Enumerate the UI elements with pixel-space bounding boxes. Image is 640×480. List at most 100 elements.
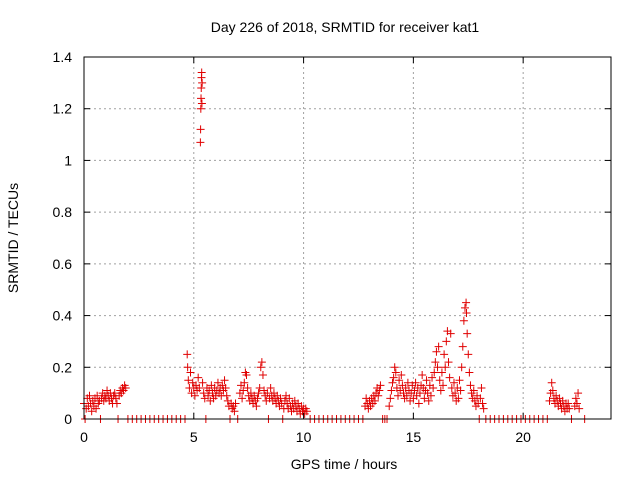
x-tick-label: 10 bbox=[296, 429, 312, 445]
data-point bbox=[547, 378, 556, 387]
data-point bbox=[183, 350, 192, 359]
data-point bbox=[222, 391, 231, 400]
data-point bbox=[465, 368, 474, 377]
y-tick-label: 0.2 bbox=[53, 359, 73, 375]
data-point bbox=[571, 394, 580, 403]
data-point bbox=[411, 378, 420, 387]
data-point bbox=[254, 389, 263, 398]
y-tick-labels: 0 0.2 0.4 0.6 0.8 1 1.2 1.4 bbox=[53, 49, 73, 427]
data-point bbox=[194, 373, 203, 382]
data-point bbox=[198, 378, 207, 387]
data-point bbox=[397, 371, 406, 380]
data-point bbox=[575, 404, 584, 413]
data-point bbox=[479, 404, 488, 413]
data-point bbox=[285, 394, 294, 403]
data-point bbox=[564, 399, 573, 408]
y-tick-label: 0.6 bbox=[53, 256, 73, 272]
data-point bbox=[242, 371, 251, 380]
gridlines bbox=[84, 57, 611, 419]
data-point bbox=[390, 363, 399, 372]
data-point bbox=[121, 383, 130, 392]
data-point bbox=[257, 358, 266, 367]
data-point bbox=[253, 394, 262, 403]
data-point bbox=[256, 363, 265, 372]
data-point bbox=[196, 125, 205, 134]
data-point bbox=[240, 378, 249, 387]
data-point bbox=[432, 347, 441, 356]
data-point bbox=[183, 363, 192, 372]
data-point bbox=[258, 371, 267, 380]
data-point bbox=[415, 389, 424, 398]
data-point bbox=[441, 363, 450, 372]
data-point bbox=[198, 78, 207, 87]
data-point bbox=[431, 358, 440, 367]
data-point bbox=[197, 94, 206, 103]
data-point bbox=[388, 378, 397, 387]
data-point bbox=[186, 368, 195, 377]
data-point bbox=[221, 383, 230, 392]
data-point bbox=[449, 378, 458, 387]
data-point bbox=[391, 368, 400, 377]
data-point bbox=[85, 391, 94, 400]
data-point bbox=[87, 407, 96, 416]
y-tick-label: 0.4 bbox=[53, 308, 73, 324]
data-point bbox=[243, 383, 252, 392]
data-point bbox=[385, 402, 394, 411]
data-point bbox=[457, 363, 466, 372]
data-point bbox=[442, 337, 451, 346]
x-tick-label: 15 bbox=[406, 429, 422, 445]
data-point bbox=[204, 391, 213, 400]
data-point bbox=[437, 368, 446, 377]
data-point bbox=[435, 376, 444, 385]
data-point bbox=[469, 386, 478, 395]
data-point bbox=[276, 394, 285, 403]
data-points bbox=[80, 68, 589, 423]
data-point bbox=[446, 329, 455, 338]
data-point bbox=[184, 376, 193, 385]
data-point bbox=[463, 329, 472, 338]
data-point bbox=[239, 386, 248, 395]
data-point bbox=[197, 84, 206, 93]
data-point bbox=[375, 386, 384, 395]
data-point bbox=[464, 350, 473, 359]
data-point bbox=[386, 394, 395, 403]
data-point bbox=[387, 386, 396, 395]
data-point bbox=[231, 399, 240, 408]
data-point bbox=[190, 391, 199, 400]
data-point bbox=[455, 376, 464, 385]
data-point bbox=[444, 358, 453, 367]
plot-frame bbox=[83, 56, 612, 420]
y-axis-title: SRMTID / TECUs bbox=[5, 183, 21, 293]
data-point bbox=[545, 396, 554, 405]
data-point bbox=[414, 399, 423, 408]
x-tick-label: 0 bbox=[80, 429, 88, 445]
data-point bbox=[466, 381, 475, 390]
data-point bbox=[433, 363, 442, 372]
data-point bbox=[462, 298, 471, 307]
data-point bbox=[93, 391, 102, 400]
data-point bbox=[389, 373, 398, 382]
data-point bbox=[92, 404, 101, 413]
data-point bbox=[196, 104, 205, 113]
data-point bbox=[454, 394, 463, 403]
data-point bbox=[197, 68, 206, 77]
data-point bbox=[478, 399, 487, 408]
data-point bbox=[230, 407, 239, 416]
data-point bbox=[196, 138, 205, 147]
data-point bbox=[238, 394, 247, 403]
data-point bbox=[426, 391, 435, 400]
data-point bbox=[459, 316, 468, 325]
data-point bbox=[422, 376, 431, 385]
y-tick-label: 1.2 bbox=[53, 101, 73, 117]
data-point bbox=[195, 383, 204, 392]
data-point bbox=[565, 404, 574, 413]
data-point bbox=[255, 383, 264, 392]
data-point bbox=[112, 399, 121, 408]
data-point bbox=[213, 378, 222, 387]
data-point bbox=[439, 381, 448, 390]
data-point bbox=[418, 371, 427, 380]
data-point bbox=[199, 389, 208, 398]
data-point bbox=[370, 396, 379, 405]
data-point bbox=[395, 376, 404, 385]
